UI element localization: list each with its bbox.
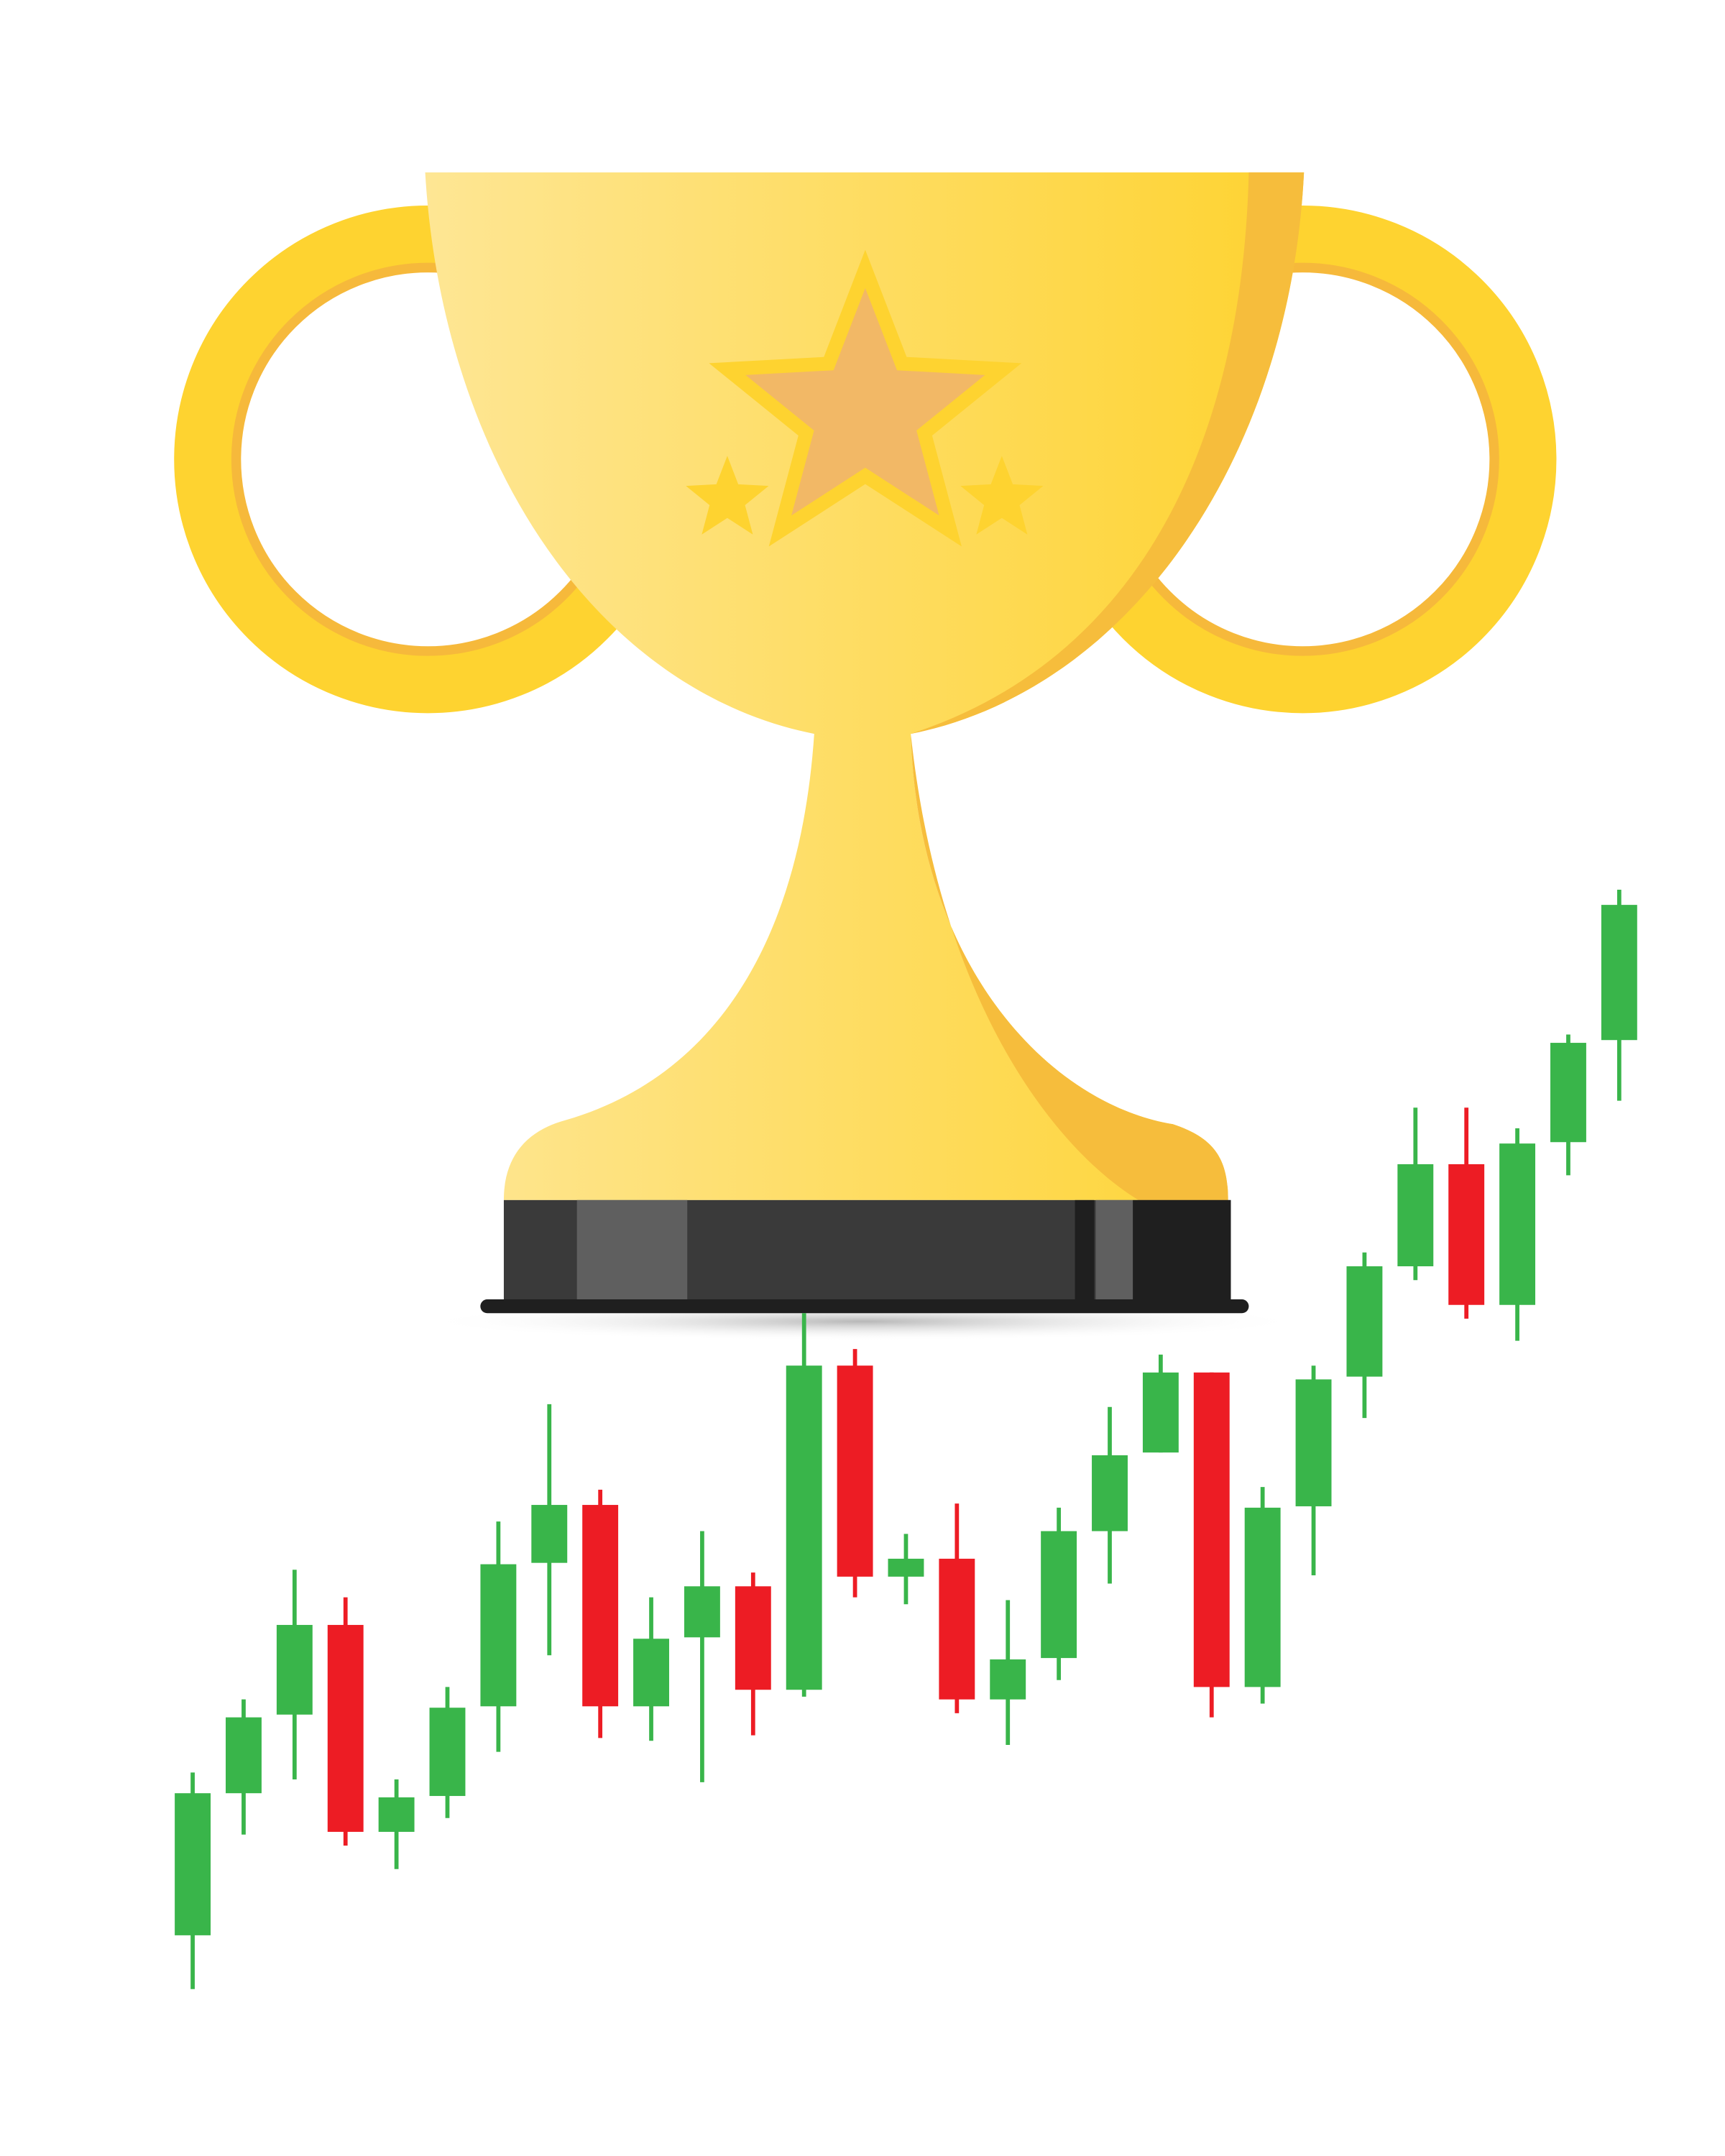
candle-body — [1346, 1266, 1383, 1377]
base-dark — [1133, 1199, 1231, 1308]
candle-body — [429, 1708, 466, 1797]
candle-body — [1142, 1372, 1179, 1453]
candle-body — [1499, 1143, 1536, 1305]
candle-body — [1244, 1507, 1281, 1687]
candle-body — [888, 1558, 924, 1577]
candle-body — [837, 1365, 873, 1577]
candle-body — [1295, 1379, 1332, 1506]
candle-body — [1550, 1043, 1586, 1143]
candle-body — [1193, 1372, 1230, 1687]
candle-body — [1601, 905, 1637, 1041]
base-dark — [1075, 1199, 1095, 1308]
base-highlight — [576, 1199, 688, 1308]
candle-body — [582, 1505, 619, 1707]
candle-body — [684, 1586, 720, 1638]
candle-body — [786, 1365, 822, 1690]
candle-body — [378, 1797, 415, 1832]
candle-body — [1397, 1164, 1434, 1266]
candle-body — [633, 1639, 669, 1707]
trophy — [174, 172, 1557, 1341]
candle-body — [327, 1625, 364, 1832]
candle-body — [990, 1659, 1026, 1700]
candlestick-chart — [175, 890, 1637, 1989]
base-highlight — [1095, 1199, 1133, 1308]
candle-body — [226, 1717, 262, 1794]
candle-body — [175, 1793, 211, 1935]
cup — [425, 172, 1305, 1200]
candle-body — [1041, 1531, 1077, 1659]
cup-shade — [911, 172, 1305, 1200]
candle-body — [276, 1625, 313, 1715]
candle-body — [1092, 1455, 1128, 1531]
base-rim — [480, 1299, 1249, 1314]
candle-body — [480, 1564, 517, 1707]
candle-body — [735, 1586, 771, 1690]
candle-body — [939, 1558, 975, 1700]
candle-body — [1448, 1164, 1485, 1305]
candle-body — [531, 1505, 568, 1563]
